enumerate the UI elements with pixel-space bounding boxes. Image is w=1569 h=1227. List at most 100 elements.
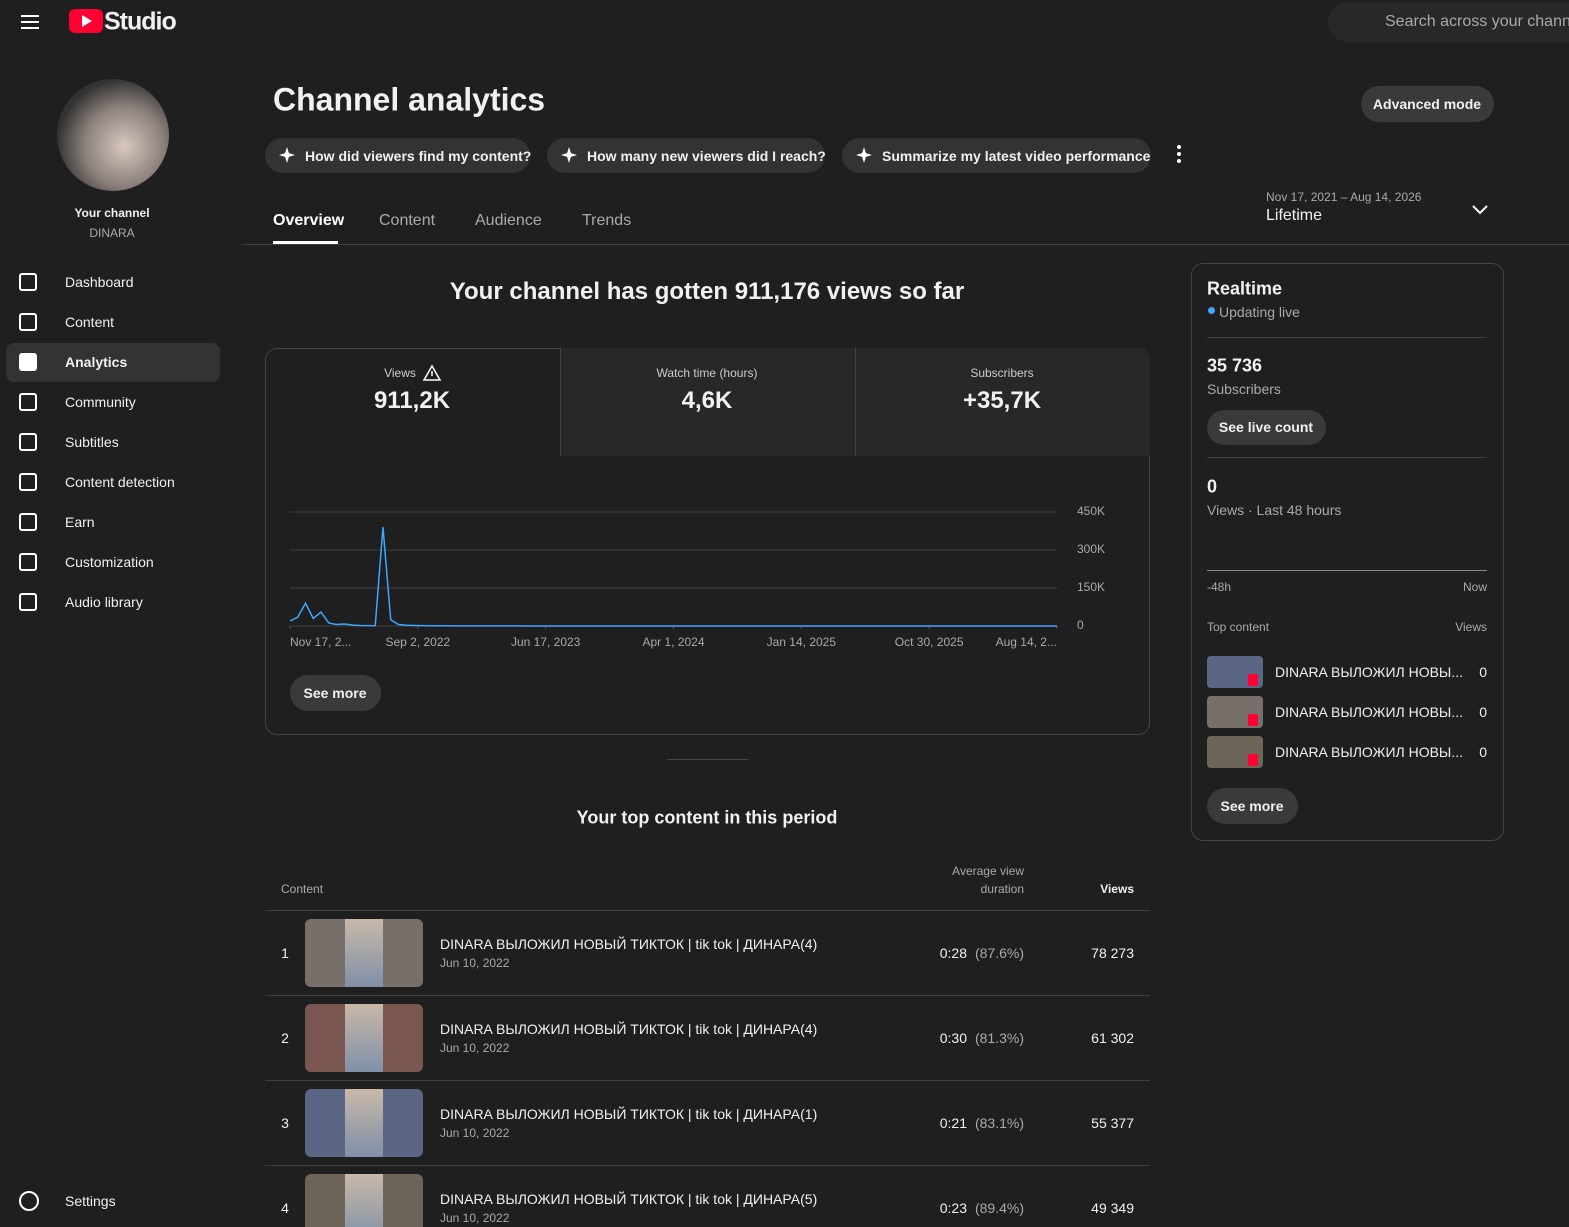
item-views: 0 — [1479, 664, 1487, 680]
video-title[interactable]: DINARA ВЫЛОЖИЛ НОВЫЙ ТИКТОК | tik tok | … — [440, 1106, 818, 1122]
suggestion-chip[interactable] — [265, 138, 530, 173]
divider — [265, 910, 1150, 911]
video-title[interactable]: DINARA ВЫЛОЖИЛ НОВЫЙ ТИКТОК | tik tok | … — [440, 1021, 818, 1037]
suggestion-chip[interactable] — [842, 138, 1151, 173]
divider — [265, 995, 1150, 996]
nav-item[interactable]: Analytics — [65, 354, 128, 370]
logo-icon[interactable] — [68, 8, 104, 34]
thumbnail[interactable] — [305, 919, 423, 987]
divider — [265, 1080, 1150, 1081]
menu-icon[interactable] — [20, 12, 42, 32]
metric-tab[interactable] — [560, 348, 855, 456]
suggestion-text[interactable]: How did viewers find my content? — [305, 148, 532, 164]
section-title: Your top content in this period — [576, 807, 838, 828]
metric-value: 4,6K — [681, 387, 733, 414]
nav-icon — [19, 313, 37, 331]
warning-icon — [422, 364, 442, 381]
nav-item[interactable]: Subtitles — [65, 434, 119, 450]
divider — [241, 244, 1569, 245]
item-title[interactable]: DINARA ВЫЛОЖИЛ НОВЫ... — [1275, 664, 1463, 680]
headline: Your channel has gotten 911,176 views so… — [449, 278, 965, 305]
advanced-mode-button[interactable]: Advanced mode — [1372, 96, 1482, 112]
thumbnail[interactable] — [305, 1174, 423, 1227]
rank: 1 — [281, 945, 289, 961]
suggestion-chip[interactable] — [547, 138, 825, 173]
search-placeholder: Search across your channel — [1385, 13, 1569, 30]
chevron-icon[interactable] — [1470, 200, 1490, 220]
see-more-button[interactable]: See more — [303, 685, 367, 701]
nav-icon — [19, 433, 37, 451]
rank: 4 — [281, 1200, 289, 1216]
channel-name: DINARA — [89, 226, 135, 240]
views: 49 349 — [1091, 1200, 1134, 1216]
nav-item[interactable]: Customization — [65, 554, 154, 570]
settings-icon[interactable] — [19, 1191, 39, 1211]
nav-item[interactable]: Content detection — [65, 474, 175, 490]
thumbnail-frame — [345, 919, 383, 987]
tab[interactable]: Audience — [475, 212, 542, 229]
item-views: 0 — [1479, 744, 1487, 760]
nav-active-bg — [6, 343, 220, 382]
tab[interactable]: Overview — [273, 212, 345, 229]
thumbnail-frame — [345, 1089, 383, 1157]
date-range[interactable]: Nov 17, 2021 – Aug 14, 2026 — [1266, 190, 1422, 204]
channel-label: Your channel — [74, 206, 150, 220]
live-dot — [1208, 307, 1215, 314]
item-title[interactable]: DINARA ВЫЛОЖИЛ НОВЫ... — [1275, 704, 1463, 720]
metric-tab[interactable] — [855, 348, 1150, 456]
nav-icon — [19, 553, 37, 571]
divider — [1207, 337, 1487, 338]
realtime-title: Realtime — [1207, 278, 1283, 299]
avg-duration: 0:30 — [939, 1030, 967, 1046]
suggestion-text[interactable]: Summarize my latest video performance — [882, 148, 1151, 164]
video-title[interactable]: DINARA ВЫЛОЖИЛ НОВЫЙ ТИКТОК | tik tok | … — [440, 936, 818, 952]
shorts-badge — [1248, 754, 1258, 766]
item-title[interactable]: DINARA ВЫЛОЖИЛ НОВЫ... — [1275, 744, 1463, 760]
search-box[interactable]: Search across your channel — [1328, 2, 1569, 42]
see-more-button[interactable]: See more — [1220, 798, 1284, 814]
column-header: Average view duration — [952, 864, 1024, 896]
column-header: Content — [281, 882, 324, 896]
realtime-status: Updating live — [1219, 304, 1300, 320]
nav-icon — [19, 473, 37, 491]
nav-item[interactable]: Content — [65, 314, 115, 330]
subscriber-label: Subscribers — [1207, 381, 1281, 397]
nav-icon — [19, 273, 37, 291]
divider — [1207, 457, 1487, 458]
tab-underline — [273, 241, 338, 244]
video-title[interactable]: DINARA ВЫЛОЖИЛ НОВЫЙ ТИКТОК | tik tok | … — [440, 1191, 818, 1207]
button-bg[interactable] — [1207, 410, 1326, 445]
video-date: Jun 10, 2022 — [440, 1211, 510, 1225]
see-live-count-button[interactable]: See live count — [1218, 419, 1314, 435]
tab[interactable]: Content — [379, 212, 436, 229]
nav-item[interactable]: Earn — [65, 514, 95, 530]
nav-item[interactable]: Dashboard — [65, 274, 134, 290]
column-header: Views — [1455, 620, 1487, 634]
nav-item[interactable]: Audio library — [65, 594, 143, 610]
video-date: Jun 10, 2022 — [440, 1126, 510, 1140]
more-icon[interactable] — [1172, 144, 1186, 164]
rank: 2 — [281, 1030, 289, 1046]
thumbnail[interactable] — [305, 1004, 423, 1072]
avatar[interactable] — [57, 79, 169, 191]
thumbnail[interactable] — [305, 1089, 423, 1157]
period[interactable]: Lifetime — [1266, 207, 1323, 224]
button-bg[interactable] — [1361, 86, 1494, 122]
divider — [667, 759, 748, 760]
button-bg[interactable] — [1207, 788, 1298, 824]
metric-label: Views — [384, 366, 416, 380]
nav-item[interactable]: Community — [65, 394, 136, 410]
tab[interactable]: Trends — [582, 212, 632, 229]
shorts-badge — [1248, 674, 1258, 686]
button-bg[interactable] — [290, 675, 381, 711]
metric-label: Watch time (hours) — [656, 366, 758, 380]
logo-text[interactable]: Studio — [104, 7, 177, 36]
realtime-views-label: Views · Last 48 hours — [1207, 502, 1342, 518]
mini-chart-baseline — [1207, 570, 1487, 571]
rank: 3 — [281, 1115, 289, 1131]
suggestion-text[interactable]: How many new viewers did I reach? — [587, 148, 826, 164]
axis-label: -48h — [1207, 580, 1232, 594]
nav-item[interactable]: Settings — [65, 1193, 116, 1209]
realtime-views: 0 — [1207, 476, 1218, 497]
column-header: Top content — [1207, 620, 1270, 634]
